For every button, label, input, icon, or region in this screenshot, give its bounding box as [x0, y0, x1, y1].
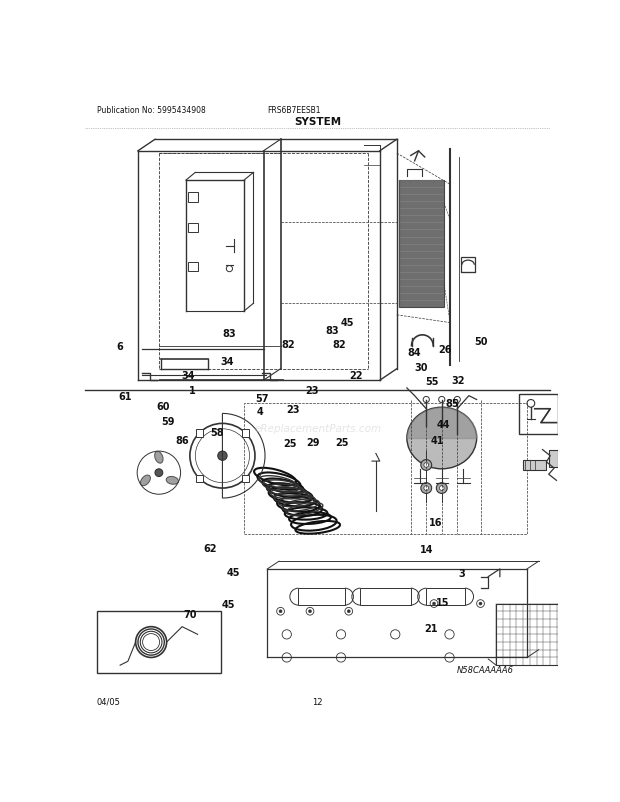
- Text: FRS6B7EESB1: FRS6B7EESB1: [268, 106, 321, 115]
- Text: 84: 84: [407, 347, 420, 358]
- Text: 30: 30: [414, 363, 428, 373]
- Bar: [242, 475, 249, 483]
- Text: 21: 21: [424, 624, 438, 634]
- Circle shape: [421, 483, 432, 494]
- Bar: [195, 475, 203, 483]
- Circle shape: [309, 610, 312, 613]
- Text: 44: 44: [437, 419, 450, 430]
- Text: 26: 26: [438, 344, 452, 354]
- Text: 23: 23: [305, 385, 319, 395]
- Circle shape: [424, 486, 428, 491]
- Text: 86: 86: [175, 435, 189, 446]
- Text: 85: 85: [446, 398, 459, 408]
- Circle shape: [421, 460, 432, 471]
- Bar: [580, 611, 601, 638]
- Circle shape: [155, 469, 162, 477]
- Text: N58CAAAAA6: N58CAAAAA6: [458, 665, 514, 674]
- Bar: [298, 589, 345, 606]
- Text: 34: 34: [221, 357, 234, 367]
- Text: 34: 34: [181, 371, 195, 380]
- Circle shape: [479, 602, 482, 606]
- Text: 4: 4: [257, 406, 264, 416]
- Bar: [360, 589, 410, 606]
- Text: 04/05: 04/05: [97, 697, 121, 706]
- Text: 59: 59: [161, 417, 175, 427]
- Circle shape: [218, 452, 227, 461]
- Text: 70: 70: [184, 609, 197, 618]
- Bar: [523, 460, 546, 471]
- Text: 62: 62: [203, 543, 216, 553]
- Text: 15: 15: [436, 597, 449, 608]
- Bar: [97, 611, 221, 673]
- Text: 25: 25: [283, 439, 297, 448]
- Text: 60: 60: [156, 402, 170, 412]
- Text: 61: 61: [119, 392, 132, 402]
- Bar: [461, 257, 475, 273]
- Text: 45: 45: [227, 567, 241, 577]
- Text: 82: 82: [332, 339, 346, 350]
- Bar: [582, 630, 599, 636]
- Bar: [242, 429, 249, 437]
- Text: 3: 3: [459, 569, 465, 578]
- Ellipse shape: [141, 476, 151, 486]
- Text: 32: 32: [452, 375, 465, 385]
- Bar: [188, 224, 198, 233]
- Ellipse shape: [154, 452, 163, 464]
- Text: 55: 55: [425, 377, 439, 387]
- Circle shape: [279, 610, 282, 613]
- Text: 25: 25: [335, 437, 348, 447]
- Ellipse shape: [407, 407, 477, 469]
- Text: 50: 50: [474, 336, 488, 346]
- Text: 83: 83: [326, 326, 339, 336]
- Bar: [399, 180, 444, 308]
- Circle shape: [454, 397, 460, 403]
- Bar: [188, 193, 198, 202]
- Text: 29: 29: [306, 437, 320, 447]
- Bar: [496, 604, 577, 666]
- Bar: [427, 589, 465, 606]
- Text: 22: 22: [350, 371, 363, 381]
- Text: 82: 82: [281, 339, 294, 350]
- Text: 45: 45: [222, 599, 236, 609]
- Text: 16: 16: [428, 517, 442, 528]
- Text: 23: 23: [286, 404, 299, 415]
- Text: 58: 58: [210, 427, 224, 438]
- Bar: [549, 451, 558, 468]
- Circle shape: [424, 463, 428, 468]
- Text: 14: 14: [420, 544, 433, 554]
- Text: 1: 1: [188, 385, 195, 395]
- Circle shape: [436, 483, 447, 494]
- Text: 83: 83: [223, 328, 236, 338]
- Circle shape: [440, 486, 444, 491]
- Circle shape: [439, 397, 445, 403]
- Text: SYSTEM: SYSTEM: [294, 116, 342, 127]
- Circle shape: [433, 602, 435, 606]
- Circle shape: [347, 610, 350, 613]
- Bar: [520, 395, 558, 435]
- Text: 41: 41: [430, 435, 444, 446]
- Ellipse shape: [166, 477, 179, 484]
- Text: eReplacementParts.com: eReplacementParts.com: [254, 423, 381, 433]
- Circle shape: [423, 397, 429, 403]
- Text: Publication No: 5995434908: Publication No: 5995434908: [97, 106, 206, 115]
- Text: 57: 57: [255, 394, 269, 404]
- Text: 6: 6: [117, 342, 123, 352]
- Bar: [244, 404, 527, 535]
- Bar: [195, 429, 203, 437]
- Text: 12: 12: [312, 697, 323, 706]
- Text: 45: 45: [341, 318, 354, 327]
- Bar: [188, 262, 198, 272]
